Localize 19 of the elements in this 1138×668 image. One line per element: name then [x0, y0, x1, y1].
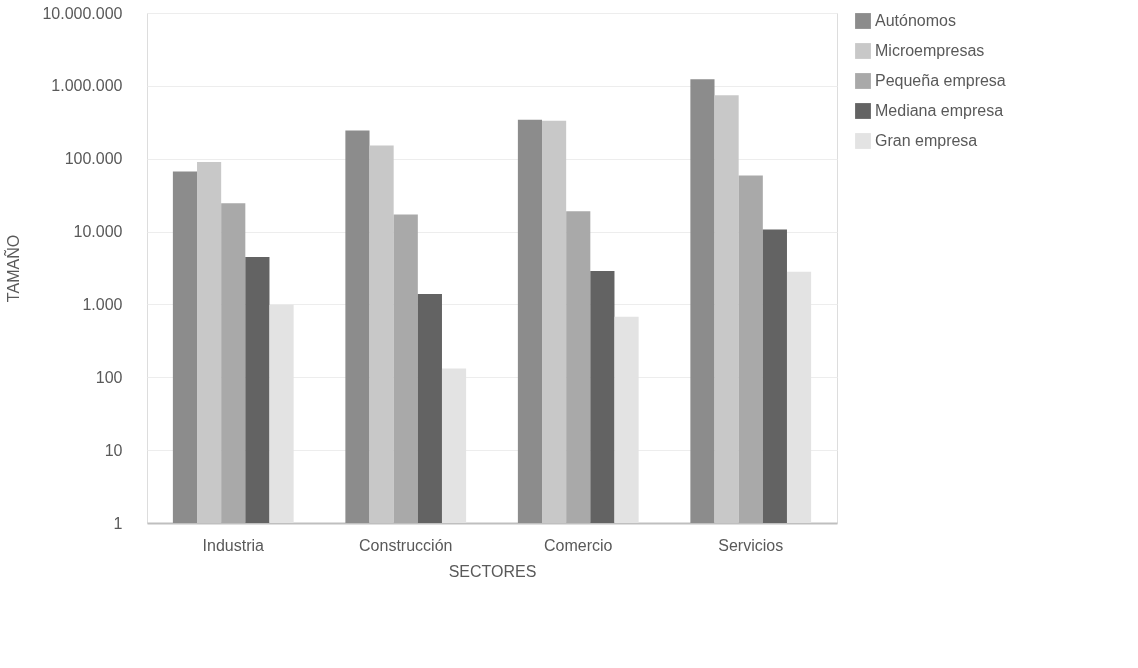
y-tick-label: 100 — [95, 368, 123, 386]
x-axis-title: SECTORES — [448, 562, 537, 580]
x-tick-label: Construcción — [359, 536, 453, 554]
legend-label: Autónomos — [875, 12, 956, 29]
y-tick-label: 1.000.000 — [51, 77, 123, 95]
y-tick-label: 10 — [104, 441, 123, 459]
x-tick-label: Comercio — [544, 536, 613, 554]
legend-label: Mediana empresa — [875, 102, 1004, 119]
y-tick-label: 10.000.000 — [42, 4, 123, 22]
y-tick-label: 1.000 — [82, 295, 123, 313]
x-tick-label: Industria — [202, 536, 265, 554]
legend-label: Gran empresa — [875, 132, 978, 149]
y-tick-label: 100.000 — [64, 150, 123, 168]
legend-label: Pequeña empresa — [875, 72, 1006, 89]
y-tick-label: 10.000 — [73, 223, 123, 241]
legend-label: Microempresas — [875, 42, 985, 59]
y-axis-title: TAMAÑO — [3, 234, 23, 303]
y-tick-label: 1 — [113, 514, 123, 532]
x-tick-label: Servicios — [718, 536, 784, 554]
